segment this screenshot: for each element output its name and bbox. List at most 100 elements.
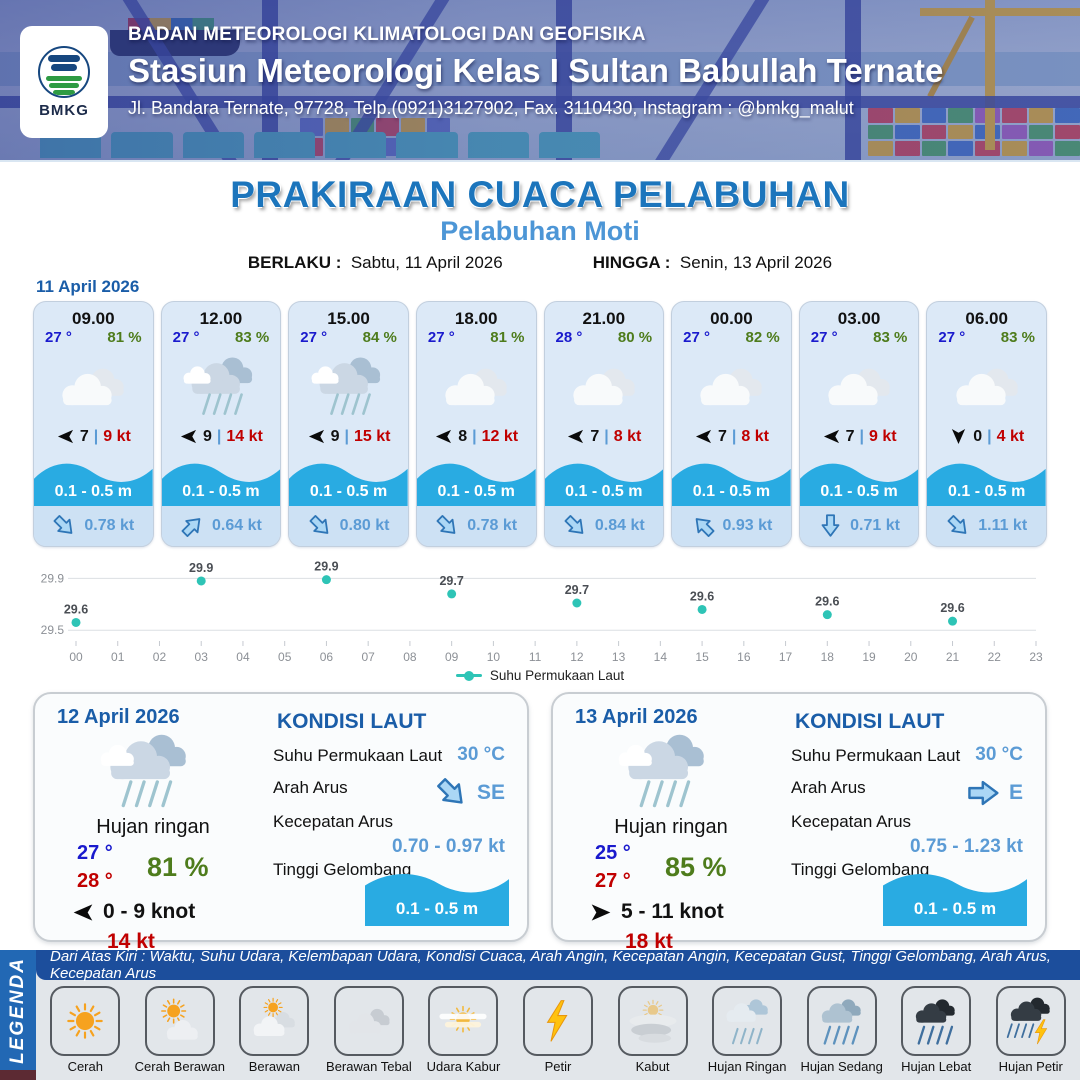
valid-to-label: HINGGA : (592, 253, 671, 272)
current-speed-value: 0.70 - 0.97 kt (391, 836, 505, 857)
legend-item: Hujan Ringan (700, 986, 795, 1074)
berawan-icon (253, 997, 296, 1036)
wind-direction-icon (57, 429, 73, 444)
card-temperature: 28 ° (555, 329, 583, 346)
wind-speed: 0 (973, 427, 983, 445)
svg-text:22: 22 (988, 650, 1002, 664)
chart-legend-label: Suhu Permukaan Laut (489, 668, 625, 683)
card-humidity: 81 % (107, 329, 142, 346)
header-overlay (0, 0, 1080, 160)
current-direction-icon (305, 511, 334, 540)
station-address: Jl. Bandara Ternate, 97728, Telp.(0921)3… (128, 98, 854, 118)
current-direction: E (967, 778, 1023, 808)
gust-speed: 4 kt (996, 427, 1025, 445)
svg-text:18: 18 (821, 650, 835, 664)
hujan-ringan-icon (618, 734, 704, 808)
card-time: 21.00 (582, 309, 626, 328)
temperature-max: 28 ° (77, 870, 113, 892)
legend-caption: Dari Atas Kiri : Waktu, Suhu Udara, Kele… (36, 948, 1080, 982)
svg-text:19: 19 (862, 650, 876, 664)
card-time: 15.00 (327, 309, 370, 328)
card-time: 12.00 (199, 309, 243, 328)
separator: | (472, 427, 477, 445)
hujan-sedang-icon (821, 999, 861, 1045)
current-direction-value: SE (476, 781, 505, 804)
legend-item-label: Hujan Petir (998, 1059, 1063, 1074)
wind-direction-icon (823, 429, 839, 444)
svg-text:02: 02 (153, 650, 167, 664)
svg-text:10: 10 (487, 650, 501, 664)
legend-item-label: Hujan Ringan (707, 1059, 787, 1074)
wind-direction-icon (308, 429, 324, 444)
agency-name: BADAN METEOROLOGI KLIMATOLOGI DAN GEOFIS… (128, 24, 646, 45)
svg-text:12: 12 (570, 650, 584, 664)
wind-speed: 8 (458, 427, 468, 445)
berawan-tebal-icon (348, 1008, 390, 1034)
temperature-min: 27 ° (77, 842, 113, 864)
current-speed-label: Kecepatan Arus (273, 812, 394, 831)
gust-speed: 12 kt (481, 427, 519, 445)
hujan-lebat-icon (916, 999, 955, 1045)
svg-text:08: 08 (403, 650, 417, 664)
wind-speed: 7 (590, 427, 600, 445)
wave-height-value: 0.1 - 0.5 m (913, 899, 997, 918)
gust-speed: 14 kt (107, 930, 155, 953)
wind-direction-icon (695, 429, 712, 444)
wave-graphic (416, 463, 536, 507)
svg-text:09: 09 (445, 650, 459, 664)
wave-height-label: Tinggi Gelombang (791, 860, 930, 879)
svg-text:29.6: 29.6 (64, 602, 88, 616)
svg-text:15: 15 (695, 650, 709, 664)
kabut-icon (628, 999, 677, 1043)
forecast-card: 18.00 27 ° 81 % 8 | 12 kt 0.1 - 0.5 m 0.78 … (415, 301, 537, 547)
cerah-berawan-icon (160, 998, 198, 1040)
bmkg-logo: BMKG (20, 26, 108, 138)
hujan-ringan-icon (100, 734, 186, 808)
hourly-forecast-row: 09.00 27 ° 81 % 7 | 9 kt 0.1 - 0.5 m 0.78 k… (33, 301, 1047, 547)
legend-item: Berawan (227, 986, 322, 1074)
petir-icon (546, 999, 568, 1043)
gust-speed: 9 kt (868, 427, 897, 445)
sst-label: Suhu Permukaan Laut (791, 746, 961, 765)
legend-item: Hujan Sedang (794, 986, 889, 1074)
humidity: 81 % (147, 852, 209, 882)
svg-text:11: 11 (529, 650, 542, 664)
wind-direction-icon (591, 903, 611, 921)
legend-item: Hujan Petir (983, 986, 1078, 1074)
wave-height: 0.1 - 0.5 m (437, 483, 515, 501)
legend-item: Udara Kabur (416, 986, 511, 1074)
current-direction-label: Arah Arus (791, 778, 866, 797)
valid-from-label: BERLAKU : (247, 253, 342, 272)
legend-item-label: Berawan Tebal (326, 1059, 412, 1074)
separator: | (731, 427, 737, 445)
legend-title: LEGENDA (7, 956, 28, 1064)
wind-speed: 9 (330, 427, 340, 445)
card-humidity: 83 % (873, 329, 908, 346)
separator: | (604, 427, 609, 445)
legend-item: Cerah Berawan (133, 986, 228, 1074)
port-name: Pelabuhan Moti (440, 216, 640, 246)
gust-speed: 14 kt (226, 427, 263, 445)
svg-text:29.7: 29.7 (439, 574, 463, 588)
svg-text:07: 07 (361, 650, 375, 664)
wind-direction-icon (952, 428, 966, 445)
svg-text:04: 04 (236, 650, 250, 664)
card-temperature: 27 ° (938, 329, 966, 346)
wave-height: 0.1 - 0.5 m (54, 483, 132, 501)
svg-text:14: 14 (654, 650, 668, 664)
separator: | (859, 427, 864, 445)
svg-text:00: 00 (69, 650, 83, 664)
current-direction-value: E (1008, 781, 1023, 804)
current-direction: SE (432, 773, 505, 812)
legend-item: Berawan Tebal (322, 986, 417, 1074)
temperature-max: 27 ° (595, 870, 631, 892)
sea-conditions-heading: KONDISI LAUT (277, 710, 427, 733)
chart-legend: Suhu Permukaan Laut (0, 668, 1080, 683)
current-speed: 0.80 kt (339, 517, 390, 535)
bmkg-logo-icon (38, 45, 90, 98)
wave-height-label: Tinggi Gelombang (273, 860, 412, 879)
validity-row: BERLAKU : Sabtu, 11 April 2026 HINGGA : … (0, 253, 1080, 273)
hujan-ringan-icon (183, 357, 253, 416)
card-temperature: 27 ° (683, 329, 710, 346)
